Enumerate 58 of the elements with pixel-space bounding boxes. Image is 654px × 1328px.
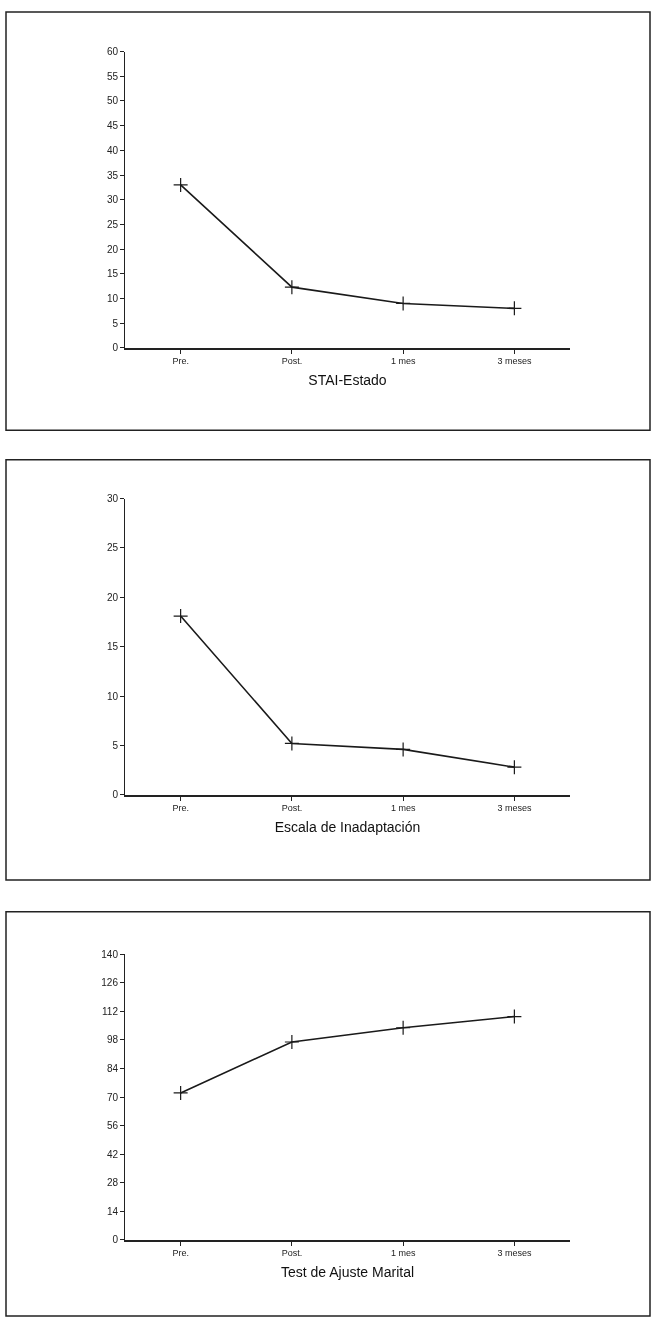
- x-axis-title: Test de Ajuste Marital: [280, 1264, 415, 1281]
- y-tick-label: 25: [106, 218, 119, 230]
- x-axis-title: STAI-Estado: [308, 372, 387, 389]
- x-tick-label: 1 mes: [390, 803, 416, 814]
- x-tick-label: Pre.: [172, 1248, 189, 1259]
- y-tick-label: 126: [101, 977, 119, 989]
- point: [173, 1085, 189, 1101]
- point: [395, 741, 411, 757]
- y-tick-label: 0: [112, 1234, 119, 1246]
- y-tick-label: 56: [106, 1120, 119, 1132]
- y-tick-label: 10: [106, 690, 119, 702]
- x-tick-label: 3 meses: [497, 803, 532, 814]
- point: [506, 1008, 522, 1025]
- x-tick-label: 3 meses: [497, 1248, 532, 1259]
- y-tick-label: 25: [106, 542, 119, 554]
- y-tick-label: 50: [106, 95, 119, 107]
- y-tick-label: 20: [106, 591, 119, 603]
- point: [506, 300, 522, 316]
- y-tick-label: 35: [106, 169, 119, 181]
- x-tick-label: Pre.: [172, 803, 189, 814]
- y-tick-label: 45: [106, 120, 119, 132]
- point: [395, 1020, 411, 1036]
- y-tick-label: 5: [112, 739, 119, 751]
- y-tick-label: 40: [106, 144, 119, 156]
- x-tick-label: Pre.: [172, 356, 189, 367]
- y-tick-label: 0: [112, 789, 119, 801]
- y-tick-label: 55: [106, 70, 119, 82]
- x-tick-label: Post.: [281, 803, 303, 814]
- y-tick-label: 112: [102, 1005, 119, 1017]
- y-tick-label: 0: [112, 342, 119, 354]
- point: [284, 1034, 300, 1050]
- point: [506, 759, 522, 775]
- y-tick-label: 42: [106, 1148, 119, 1160]
- y-tick-label: 30: [106, 493, 119, 505]
- point: [284, 735, 300, 752]
- y-tick-label: 30: [106, 194, 119, 206]
- x-tick-label: Post.: [281, 1248, 303, 1259]
- y-tick-label: 60: [106, 46, 119, 58]
- y-tick-label: 140: [101, 948, 119, 960]
- x-tick-label: Post.: [281, 356, 303, 367]
- y-tick-label: 84: [106, 1063, 119, 1075]
- y-tick-label: 5: [112, 317, 119, 329]
- point: [395, 295, 411, 312]
- y-tick-label: 28: [106, 1177, 119, 1189]
- x-tick-label: 1 mes: [390, 1248, 416, 1259]
- y-tick-label: 98: [106, 1034, 119, 1046]
- x-axis-title: Escala de Inadaptación: [274, 819, 421, 836]
- y-tick-label: 15: [106, 641, 119, 653]
- point: [173, 608, 189, 624]
- x-tick-label: 1 mes: [390, 356, 416, 367]
- y-tick-label: 14: [106, 1205, 119, 1217]
- y-tick-label: 10: [106, 293, 119, 304]
- point: [284, 279, 300, 295]
- point: [173, 177, 189, 193]
- y-tick-label: 20: [106, 243, 119, 255]
- y-tick-label: 70: [106, 1091, 119, 1103]
- x-tick-label: 3 meses: [497, 356, 532, 367]
- y-tick-label: 15: [106, 268, 119, 280]
